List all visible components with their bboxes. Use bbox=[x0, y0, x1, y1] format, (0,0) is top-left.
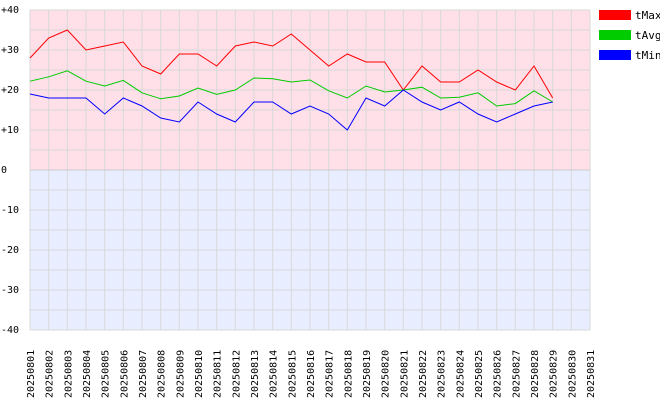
x-tick-label: 20250823 bbox=[437, 350, 448, 398]
x-tick-label: 20250804 bbox=[82, 350, 93, 398]
x-tick-label: 20250806 bbox=[119, 350, 130, 398]
y-tick-label: +30 bbox=[1, 45, 19, 56]
x-tick-label: 20250827 bbox=[511, 350, 522, 398]
x-tick-label: 20250807 bbox=[138, 350, 149, 398]
y-tick-label: -10 bbox=[1, 205, 19, 216]
legend-label-tavg: tAvg bbox=[635, 29, 660, 42]
x-tick-label: 20250831 bbox=[586, 350, 597, 398]
y-tick-label: +10 bbox=[1, 125, 19, 136]
x-tick-label: 20250830 bbox=[567, 350, 578, 398]
y-tick-label: -30 bbox=[1, 285, 19, 296]
x-tick-label: 20250813 bbox=[250, 350, 261, 398]
x-tick-label: 20250819 bbox=[362, 350, 373, 398]
x-tick-label: 20250803 bbox=[63, 350, 74, 398]
x-tick-label: 20250816 bbox=[306, 350, 317, 398]
series-line-tmax bbox=[29, 29, 554, 99]
x-tick-label: 20250801 bbox=[26, 350, 37, 398]
x-tick-label: 20250818 bbox=[343, 350, 354, 398]
x-tick-label: 20250815 bbox=[287, 350, 298, 398]
x-tick-label: 20250811 bbox=[213, 350, 224, 398]
x-tick-label: 20250825 bbox=[474, 350, 485, 398]
x-tick-label: 20250821 bbox=[399, 350, 410, 398]
legend-swatch-tmax bbox=[599, 10, 631, 20]
x-tick-label: 20250810 bbox=[194, 350, 205, 398]
x-tick-label: 20250828 bbox=[530, 350, 541, 398]
y-axis-tick-labels: +40 +30 +20 +10 0 -10 -20 -30 -40 bbox=[1, 5, 19, 336]
y-tick-label: -40 bbox=[1, 325, 19, 336]
x-tick-label: 20250802 bbox=[45, 350, 56, 398]
x-tick-label: 20250829 bbox=[549, 350, 560, 398]
series-lines bbox=[29, 29, 554, 131]
legend-label-tmin: tMin bbox=[635, 49, 660, 62]
grid-lines bbox=[29, 9, 591, 331]
series-line-tmin bbox=[29, 89, 553, 131]
x-tick-label: 20250808 bbox=[157, 350, 168, 398]
y-tick-label: 0 bbox=[1, 165, 7, 176]
y-tick-label: +40 bbox=[1, 5, 19, 16]
x-tick-label: 20250824 bbox=[455, 350, 466, 398]
x-tick-label: 20250826 bbox=[493, 350, 504, 398]
series-line-tavg bbox=[29, 70, 553, 107]
x-tick-label: 20250805 bbox=[101, 350, 112, 398]
x-tick-label: 20250812 bbox=[231, 350, 242, 398]
legend-label-tmax: tMax bbox=[635, 9, 660, 22]
legend: tMax tAvg tMin bbox=[599, 9, 660, 62]
x-tick-label: 20250822 bbox=[418, 350, 429, 398]
legend-swatch-tavg bbox=[599, 30, 631, 40]
x-tick-label: 20250817 bbox=[325, 350, 336, 398]
x-tick-label: 20250814 bbox=[269, 350, 280, 398]
legend-swatch-tmin bbox=[599, 50, 631, 60]
x-axis-tick-labels: 20250801 20250802 20250803 20250804 20250805… bbox=[26, 350, 597, 398]
x-tick-label: 20250820 bbox=[381, 350, 392, 398]
x-tick-label: 20250809 bbox=[175, 350, 186, 398]
y-tick-label: -20 bbox=[1, 245, 19, 256]
y-tick-label: +20 bbox=[1, 85, 19, 96]
